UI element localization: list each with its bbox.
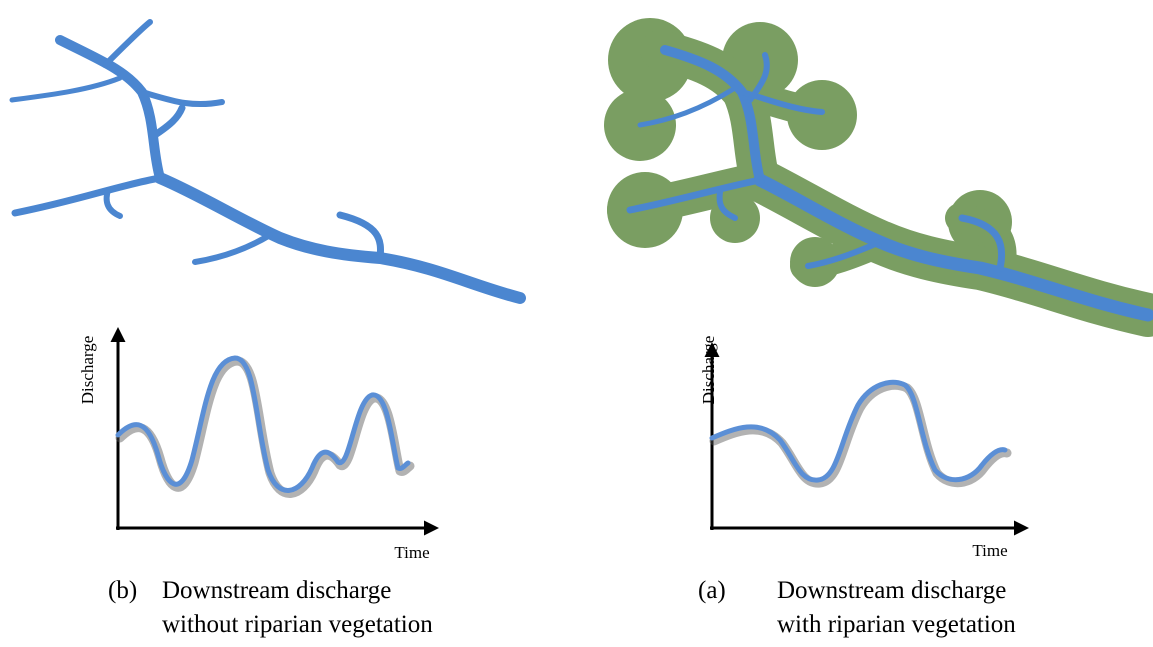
discharge-curve (709, 379, 1008, 483)
caption-tag: (b) (108, 577, 137, 604)
y-label: Discharge (699, 336, 718, 405)
caption-tag: (a) (698, 577, 726, 604)
caption-line: Downstream discharge (777, 577, 1006, 604)
discharge-curve (115, 355, 411, 493)
river-right (604, 18, 1153, 337)
caption-line: with riparian vegetation (777, 611, 1016, 638)
river-left (9, 19, 526, 304)
y-label: Discharge (78, 336, 97, 405)
x-label: Time (972, 541, 1007, 560)
caption-line: Downstream discharge (162, 577, 391, 604)
chart-left: Discharge Time (78, 327, 439, 562)
vegetation (604, 18, 1153, 337)
x-label: Time (394, 543, 429, 562)
caption-line: without riparian vegetation (162, 611, 433, 638)
chart-right: Discharge Time (699, 336, 1029, 560)
